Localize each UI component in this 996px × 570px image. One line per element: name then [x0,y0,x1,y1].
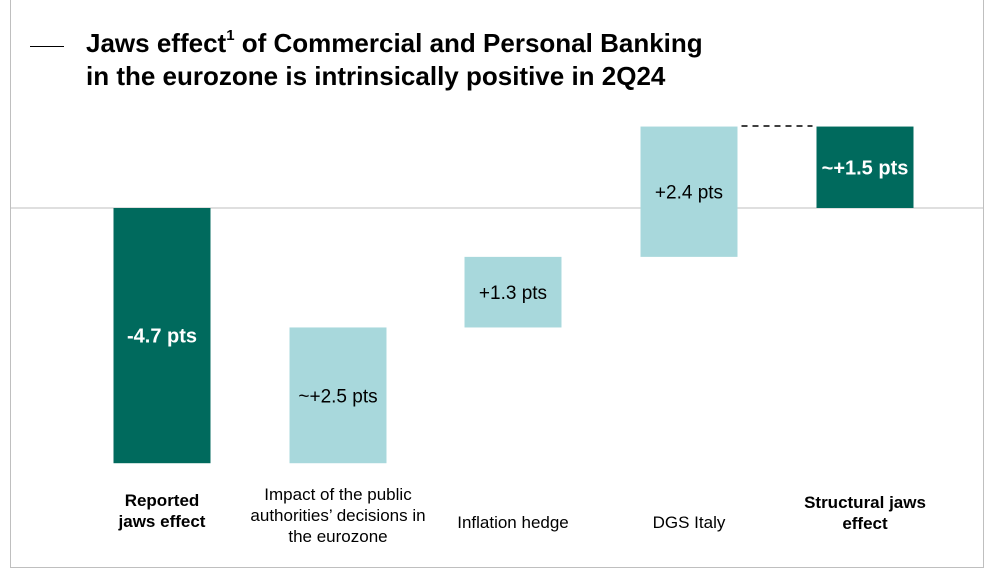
value-label-2: ~+2.5 pts [298,386,377,407]
bar-3 [464,256,562,328]
value-label-4: +2.4 pts [655,183,723,204]
title-footnote-marker: 1 [226,27,235,45]
category-label-5: Structural jaws effect [804,493,926,533]
category-label-2: Impact of the public authorities’ decisi… [250,485,426,546]
value-label-5: ~+1.5 pts [822,157,909,179]
bar-4 [640,126,738,257]
category-label-4: DGS Italy [652,513,726,532]
title-dash [30,46,64,47]
value-label-3: +1.3 pts [479,283,547,304]
category-label-3: Inflation hedge [457,513,569,532]
value-label-1: -4.7 pts [127,326,197,348]
title-line1-rest: of Commercial and Personal Banking [234,28,703,58]
bar-5 [816,126,914,208]
bar-2 [289,327,387,464]
title-line2: in the eurozone is intrinsically positiv… [86,61,666,91]
category-label-1: Reported jaws effect [118,491,206,531]
chart-frame [10,0,984,568]
title-line1: Jaws effect [86,28,227,58]
bar-1 [113,208,211,464]
chart-title: Jaws effect1 of Commercial and Personal … [86,27,846,93]
